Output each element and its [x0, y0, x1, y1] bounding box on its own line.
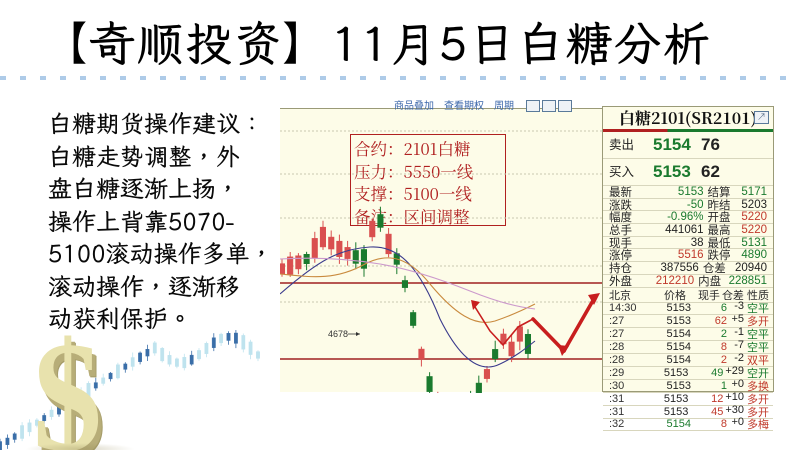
svg-text:4678: 4678: [328, 329, 348, 339]
